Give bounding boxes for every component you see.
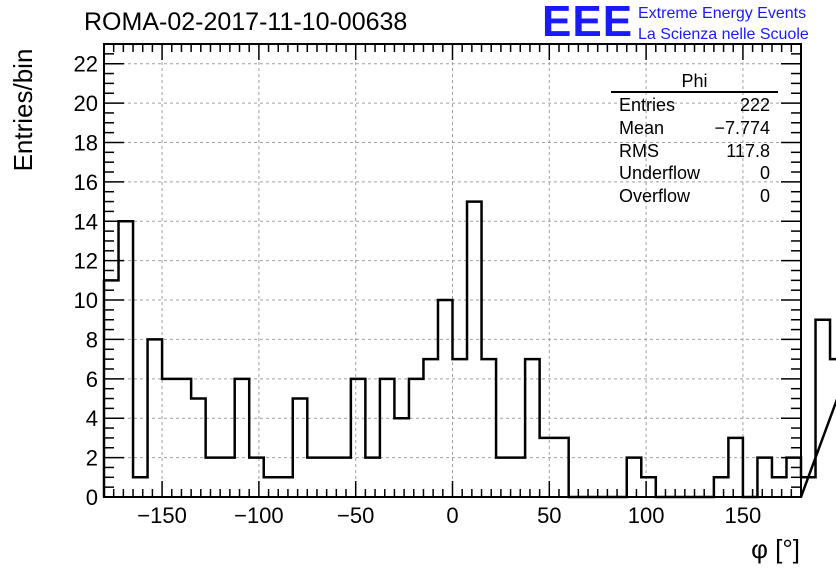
x-tick-label: 150 [725,503,762,528]
axis-ticks [104,44,801,497]
y-tick-labels: 0 2 4 6 8 10 12 14 16 18 20 22 [74,52,98,510]
stats-value: 222 [739,95,770,115]
x-tick-label: 0 [446,503,458,528]
logo-line-1: Extreme Energy Events [638,5,807,22]
y-tick-label: 8 [86,327,98,352]
stats-row-mean: Mean −7.774 [611,117,778,140]
x-tick-label: −50 [337,503,374,528]
y-tick-label: 0 [86,485,98,510]
y-tick-label: 16 [74,170,98,195]
histogram-series [102,200,836,499]
x-tick-label: 100 [628,503,665,528]
stats-label: Overflow [619,186,691,207]
stats-row-entries: Entries 222 [611,94,778,117]
run-title: ROMA-02-2017-11-10-00638 [84,8,408,36]
y-tick-label: 2 [86,446,98,471]
stats-box: Phi Entries 222 Mean −7.774 RMS 117.8 Un… [611,70,778,208]
x-tick-labels: −150 −100 −50 0 50 100 150 [137,503,761,528]
stats-value: 0 [759,186,770,207]
y-tick-label: 14 [74,209,98,234]
y-tick-label: 22 [74,52,98,77]
y-tick-label: 6 [86,367,98,392]
logo-mark: EEE [542,0,634,46]
logo-line-2: La Scienza nelle Scuole [638,26,809,43]
x-tick-label: −150 [137,503,187,528]
stats-label: RMS [619,140,659,161]
x-tick-label: 50 [537,503,561,528]
stats-row-overflow: Overflow 0 [611,185,778,208]
x-axis-title: φ [°] [751,534,800,564]
stats-row-underflow: Underflow 0 [611,162,778,185]
x-tick-label: −100 [234,503,284,528]
stats-label: Entries [619,95,676,115]
stats-value: 0 [759,163,770,184]
stats-title: Phi [611,70,778,93]
y-tick-label: 20 [74,91,98,116]
eee-logo: EEE Extreme Energy Events La Scienza nel… [542,0,834,46]
stats-label: Underflow [619,163,701,184]
stats-value: −7.774 [714,117,770,138]
y-tick-label: 18 [74,130,98,155]
stats-row-rms: RMS 117.8 [611,140,778,163]
y-tick-label: 4 [86,406,98,431]
stats-label: Mean [619,117,665,138]
y-tick-label: 12 [74,249,98,274]
stats-value: 117.8 [726,140,770,161]
y-axis-title: Entries/bin [8,49,38,172]
y-tick-label: 10 [74,288,98,313]
